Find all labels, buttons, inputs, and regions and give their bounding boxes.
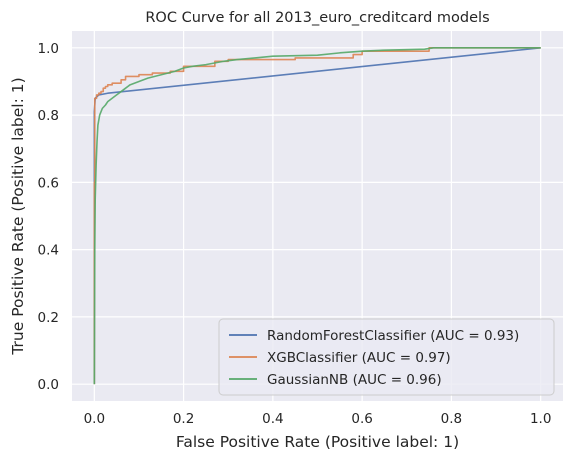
- y-tick-label: 0.8: [38, 108, 59, 124]
- y-tick-label: 0.2: [38, 310, 59, 326]
- series-line-2: [93, 47, 541, 385]
- y-tick-label: 1.0: [38, 41, 59, 57]
- x-tick-label: 0.0: [84, 411, 105, 427]
- x-tick-label: 0.6: [351, 411, 372, 427]
- x-tick-label: 0.2: [173, 411, 194, 427]
- legend-label: XGBClassifier (AUC = 0.97): [267, 350, 451, 366]
- x-tick-label: 0.8: [441, 411, 462, 427]
- x-tick-label: 0.4: [262, 411, 283, 427]
- legend-label: GaussianNB (AUC = 0.96): [267, 372, 442, 388]
- y-tick-label: 0.6: [38, 175, 59, 191]
- series-layer: [93, 47, 541, 385]
- legend-box: [218, 318, 555, 396]
- y-axis-label: True Positive Rate (Positive label: 1): [9, 77, 27, 355]
- tick-labels: 0.0 0.2 0.4 0.6 0.8 1.0 0.0 0.2 0.4 0.6 0.8 1.0: [38, 41, 552, 427]
- series-line-3: [93, 47, 541, 385]
- legend: RandomForestClassifier (AUC = 0.93) XGBCl…: [218, 318, 555, 396]
- x-axis-label: False Positive Rate (Positive label: 1): [176, 433, 459, 451]
- x-tick-label: 1.0: [530, 411, 551, 427]
- chart-title: ROC Curve for all 2013_euro_creditcard m…: [145, 10, 489, 26]
- legend-label: RandomForestClassifier (AUC = 0.93): [267, 328, 519, 344]
- y-tick-label: 0.4: [38, 243, 59, 259]
- y-tick-label: 0.0: [38, 377, 59, 393]
